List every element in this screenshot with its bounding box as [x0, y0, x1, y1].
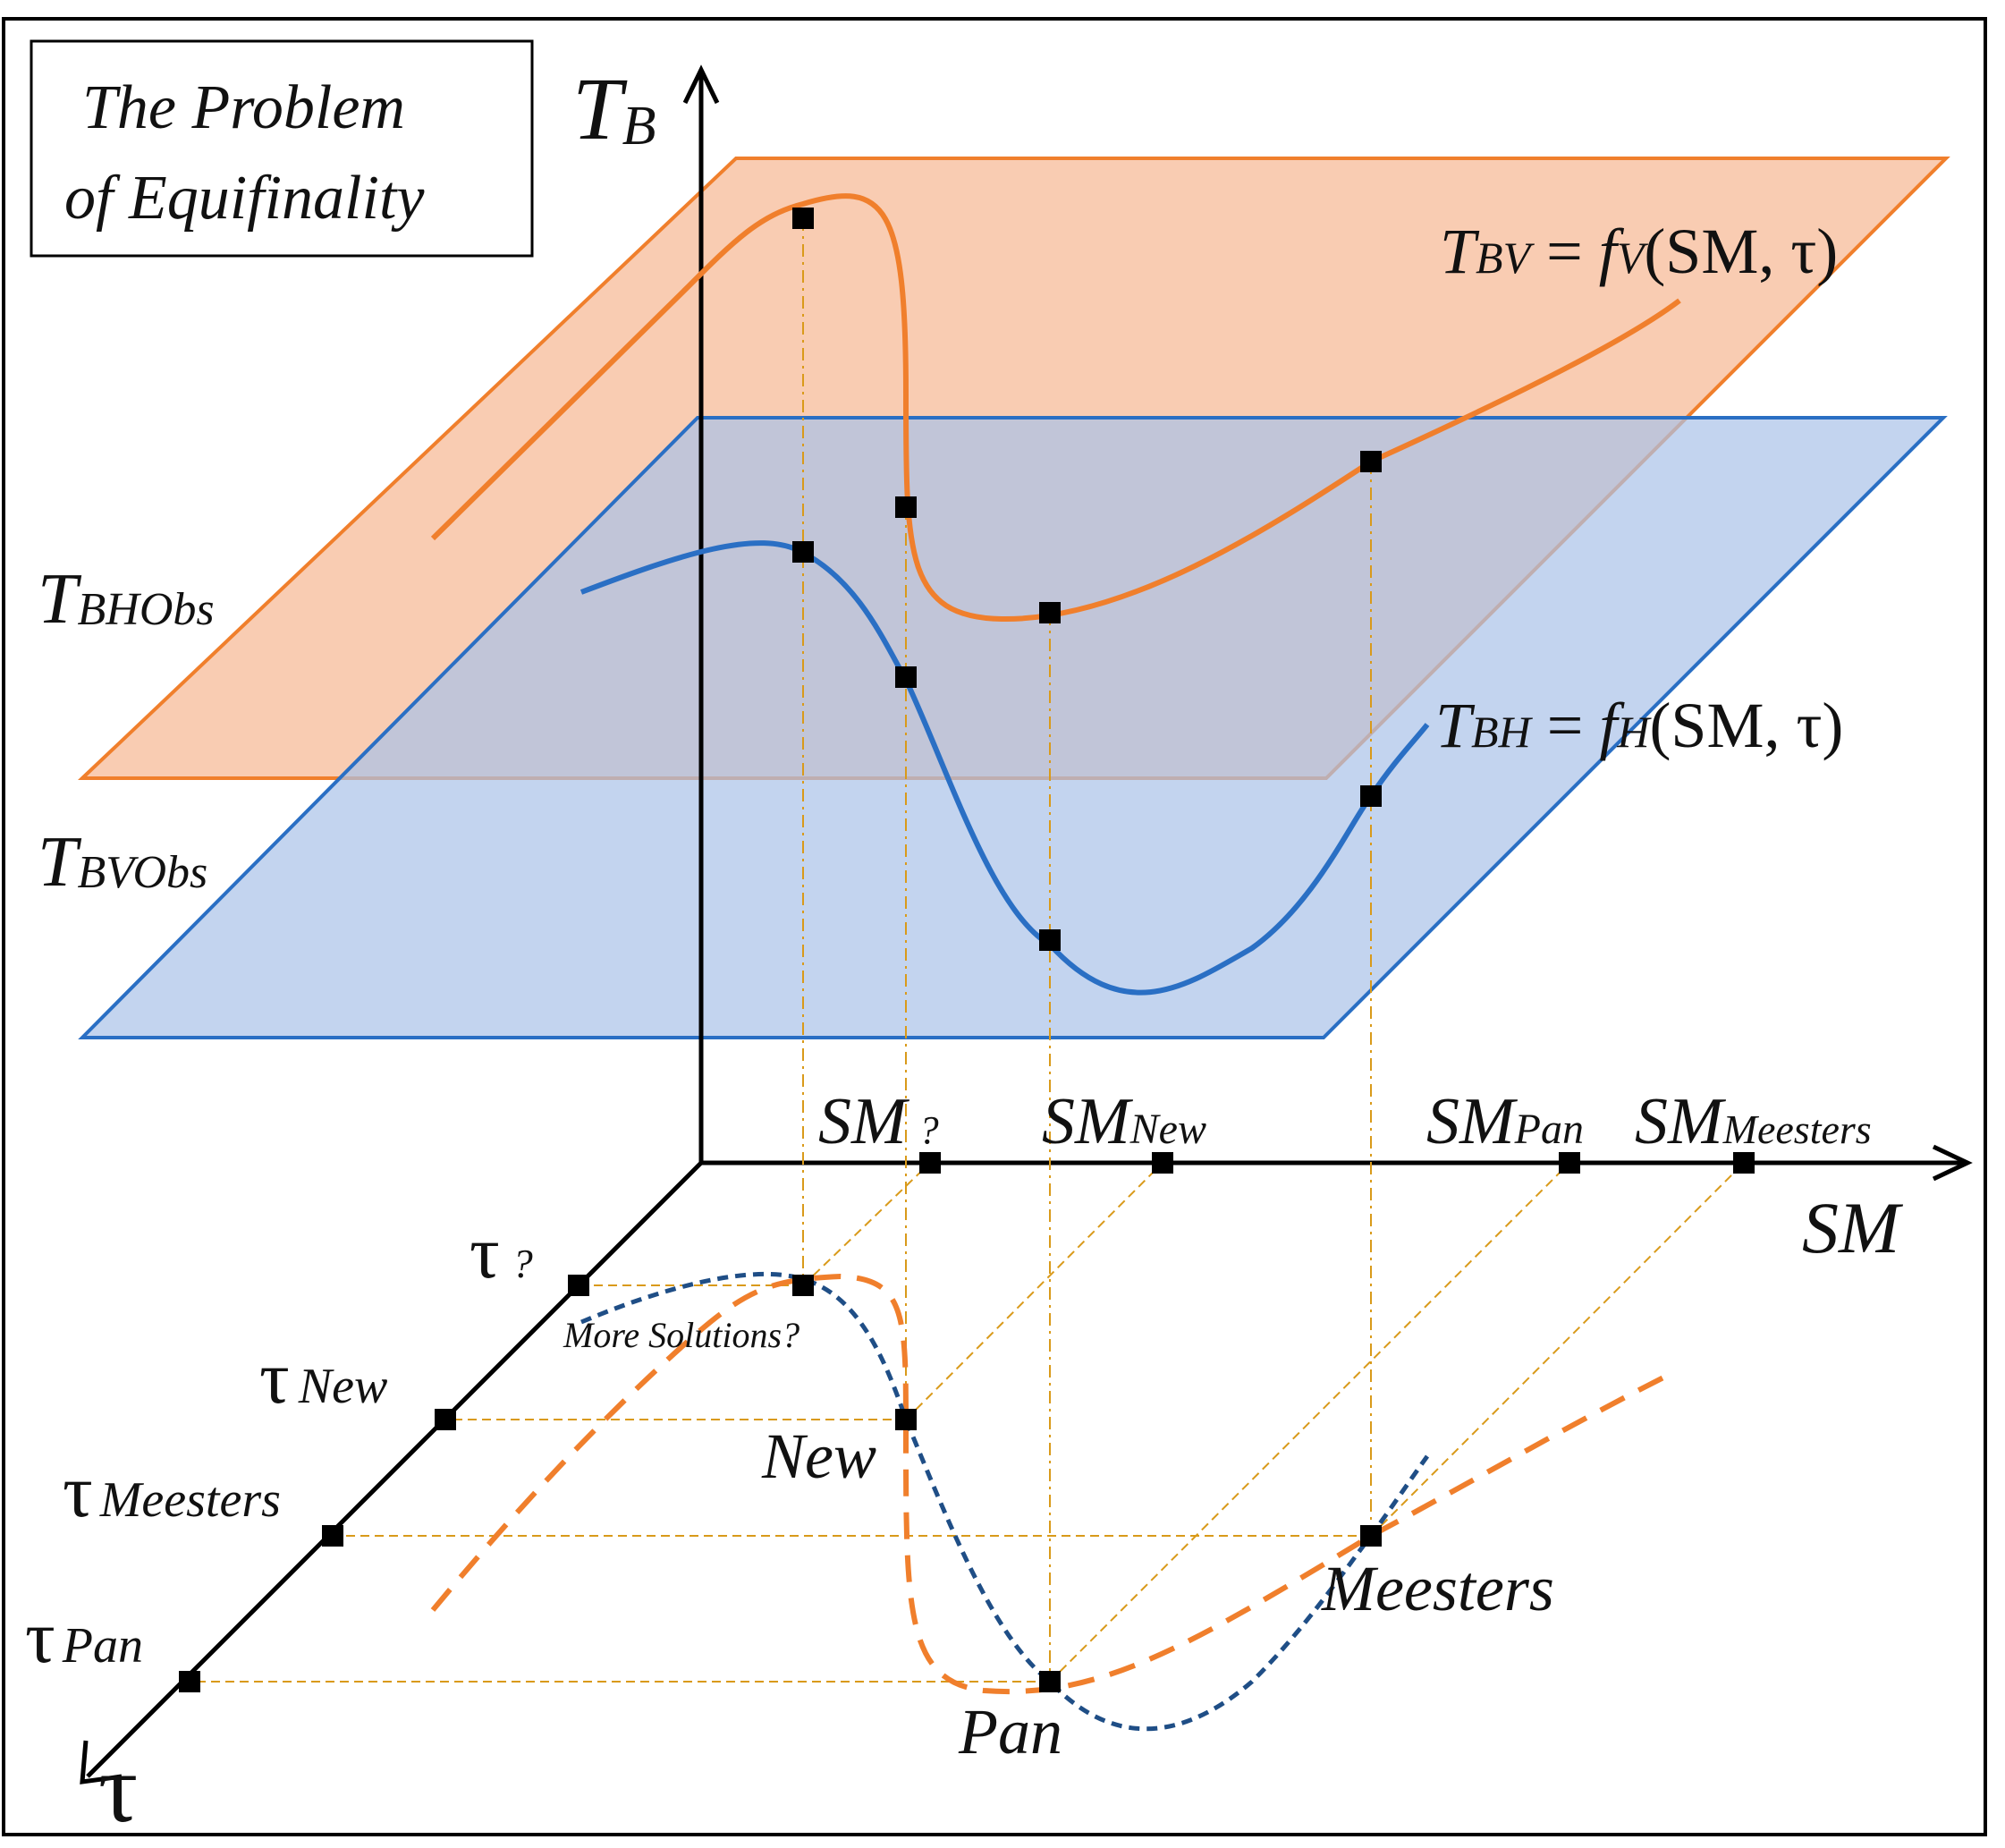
tbv-projection-curve [430, 1273, 1674, 1695]
marker-proj-new [895, 1409, 917, 1430]
sm-guides [802, 1162, 1745, 1683]
more-solutions-label: More Solutions? [563, 1315, 799, 1355]
title-line-2: of Equifinality [64, 164, 425, 233]
tb-axis-arrowhead [682, 64, 720, 105]
outer-frame [2, 17, 1987, 1836]
marker-sm-pan [1559, 1152, 1580, 1174]
vertical-guides [802, 218, 1372, 1682]
marker-sm-meesters [1733, 1152, 1755, 1174]
marker-proj-meesters [1360, 1525, 1382, 1547]
pan-label: Pan [958, 1696, 1062, 1767]
marker-tbh-4 [1360, 785, 1382, 807]
blue-plane [78, 416, 1948, 1039]
title-line-1: The Problem [82, 73, 405, 142]
meesters-label: Meesters [1321, 1553, 1554, 1624]
tbvobs-label: TBVObs [38, 823, 207, 902]
marker-tbv-4 [1360, 451, 1382, 472]
sm-axis-label: SM [1802, 1187, 1904, 1268]
tau-tick-meesters: τ Meesters [63, 1450, 281, 1533]
marker-tbh-2 [895, 666, 917, 688]
marker-tbh-1 [792, 541, 814, 563]
new-label: New [761, 1420, 876, 1492]
tau-tick-new: τ New [259, 1336, 387, 1420]
tau-axis-label: τ [98, 1734, 138, 1843]
sm-tick-new: SMNew [1042, 1085, 1206, 1158]
point-markers [179, 208, 1755, 1692]
marker-tau-q [568, 1275, 589, 1296]
tbhobs-label: TBHObs [38, 560, 215, 639]
sm-axis-arrowhead [1932, 1144, 1973, 1182]
marker-proj-pan [1039, 1671, 1061, 1692]
marker-proj-more [792, 1275, 814, 1296]
tb-axis-label: TB [572, 59, 656, 158]
sm-tick-q: SM? [818, 1085, 939, 1158]
marker-tau-new [435, 1409, 456, 1430]
tau-axis-arrowhead [80, 1740, 123, 1784]
tau-tick-pan: τ Pan [25, 1596, 143, 1679]
marker-sm-q [919, 1152, 941, 1174]
tbh-equation: TBH = fH(SM, τ) [1435, 690, 1843, 761]
marker-sm-new [1152, 1152, 1173, 1174]
marker-tau-meesters [322, 1525, 343, 1547]
tbv-curve [430, 193, 1681, 623]
tbv-equation: TBV = fV(SM, τ) [1440, 216, 1838, 287]
tau-guides [190, 1284, 1371, 1683]
tau-tick-q: τ? [470, 1211, 533, 1294]
marker-tbh-3 [1039, 929, 1061, 951]
marker-tbv-2 [895, 496, 917, 518]
sm-tick-pan: SMPan [1426, 1085, 1584, 1158]
sm-tick-meesters: SMMeesters [1635, 1085, 1872, 1158]
marker-tbv-1 [792, 208, 814, 229]
title-box [30, 39, 534, 258]
marker-tau-pan [179, 1671, 200, 1692]
marker-tbv-3 [1039, 602, 1061, 623]
